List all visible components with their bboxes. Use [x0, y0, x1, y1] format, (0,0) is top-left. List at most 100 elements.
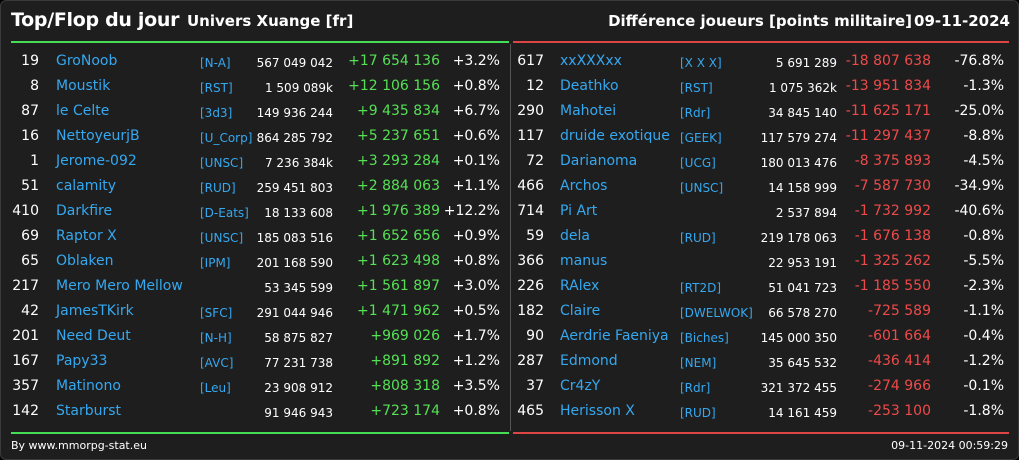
alliance-tag-link[interactable]: [RST]: [680, 81, 713, 95]
alliance-tag-link[interactable]: [Biches]: [680, 331, 729, 345]
footer-credit: By www.mmorpg-stat.eu: [11, 439, 147, 452]
player-rank: 201: [12, 328, 39, 344]
player-points: 1 509 089k: [264, 81, 333, 95]
player-rank: 72: [526, 153, 544, 169]
player-name-link[interactable]: Archos: [560, 178, 608, 194]
alliance-tag-link[interactable]: [N-A]: [200, 56, 231, 70]
table-row: 69 Raptor X [UNSC] 185 083 516 +1 652 656 +0.…: [1, 224, 510, 249]
percent-change: -5.5%: [963, 253, 1004, 269]
player-rank: 117: [517, 128, 544, 144]
player-name-link[interactable]: Darianoma: [560, 153, 638, 169]
points-difference: +12 106 156: [348, 78, 440, 94]
points-difference: +1 561 897: [357, 278, 440, 294]
alliance-tag-link[interactable]: [X X X]: [680, 56, 722, 70]
alliance-tag-link[interactable]: [D-Eats]: [200, 206, 249, 220]
table-row: 1 Jerome-092 [UNSC] 7 236 384k +3 293 284 +0.…: [1, 149, 510, 174]
alliance-tag-link[interactable]: [DWELWOK]: [680, 306, 753, 320]
player-rank: 42: [21, 303, 39, 319]
player-name-link[interactable]: Matinono: [56, 378, 121, 394]
player-name-link[interactable]: Cr4zY: [560, 378, 601, 394]
alliance-tag-link[interactable]: [SFC]: [200, 306, 233, 320]
player-points: 35 645 532: [768, 356, 837, 370]
alliance-tag-link[interactable]: [RT2D]: [680, 281, 722, 295]
percent-change: -0.1%: [963, 378, 1004, 394]
player-name-link[interactable]: Deathko: [560, 78, 619, 94]
alliance-tag-link[interactable]: [Rdr]: [680, 381, 711, 395]
player-name-link[interactable]: dela: [560, 228, 590, 244]
points-difference: +5 237 651: [357, 128, 440, 144]
alliance-tag-link[interactable]: [IPM]: [200, 256, 231, 270]
player-name-link[interactable]: Raptor X: [56, 228, 117, 244]
alliance-tag-link[interactable]: [UCG]: [680, 156, 716, 170]
player-name-link[interactable]: Edmond: [560, 353, 618, 369]
alliance-tag-link[interactable]: [Leu]: [200, 381, 231, 395]
points-difference: +723 174: [370, 403, 440, 419]
points-difference: -436 414: [868, 353, 931, 369]
player-rank: 617: [517, 53, 544, 69]
player-points: 291 044 946: [256, 306, 333, 320]
player-rank: 226: [517, 278, 544, 294]
table-row: 465 Herisson X [RUD] 14 161 459 -253 100 -1.8…: [512, 399, 1018, 424]
player-points: 22 953 191: [768, 256, 837, 270]
points-difference: -1 325 262: [854, 253, 931, 269]
player-rank: 714: [517, 203, 544, 219]
player-name-link[interactable]: Moustik: [56, 78, 111, 94]
alliance-tag-link[interactable]: [NEM]: [680, 356, 717, 370]
alliance-tag-link[interactable]: [RST]: [200, 81, 233, 95]
table-row: 59 dela [RUD] 219 178 063 -1 676 138 -0.8%: [512, 224, 1018, 249]
alliance-tag-link[interactable]: [UNSC]: [200, 231, 244, 245]
player-name-link[interactable]: xxXXXxx: [560, 53, 622, 69]
alliance-tag-link[interactable]: [N-H]: [200, 331, 232, 345]
alliance-tag-link[interactable]: [Rdr]: [680, 106, 711, 120]
player-name-link[interactable]: RAlex: [560, 278, 600, 294]
player-name-link[interactable]: Jerome-092: [56, 153, 137, 169]
player-points: 23 908 912: [264, 381, 333, 395]
player-name-link[interactable]: GroNoob: [56, 53, 118, 69]
player-name-link[interactable]: Papy33: [56, 353, 108, 369]
player-name-link[interactable]: le Celte: [56, 103, 110, 119]
player-name-link[interactable]: druide exotique: [560, 128, 670, 144]
player-rank: 287: [517, 353, 544, 369]
player-points: 180 013 476: [760, 156, 837, 170]
points-difference: -8 375 893: [854, 153, 931, 169]
player-rank: 37: [526, 378, 544, 394]
player-name-link[interactable]: NettoyeurjB: [56, 128, 140, 144]
player-name-link[interactable]: Starburst: [56, 403, 122, 419]
percent-change: +1.2%: [452, 353, 500, 369]
player-name-link[interactable]: Darkfire: [56, 203, 113, 219]
alliance-tag-link[interactable]: [UNSC]: [680, 181, 724, 195]
flop-players-table: 617 xxXXXxx [X X X] 5 691 289 -18 807 638 -76…: [512, 49, 1018, 424]
player-name-link[interactable]: Pi Art: [560, 203, 598, 219]
player-points: 864 285 792: [256, 131, 333, 145]
alliance-tag-link[interactable]: [RUD]: [200, 181, 236, 195]
player-points: 201 168 590: [256, 256, 333, 270]
player-name-link[interactable]: Herisson X: [560, 403, 635, 419]
alliance-tag-link[interactable]: [RUD]: [680, 406, 716, 420]
points-difference: -13 951 834: [845, 78, 931, 94]
player-name-link[interactable]: JamesTKirk: [56, 303, 134, 319]
player-name-link[interactable]: Aerdrie Faeniya: [560, 328, 669, 344]
player-name-link[interactable]: Mahotei: [560, 103, 617, 119]
player-name-link[interactable]: Oblaken: [56, 253, 114, 269]
percent-change: +0.8%: [452, 253, 500, 269]
footer-timestamp: 09-11-2024 00:59:29: [891, 439, 1008, 452]
player-points: 145 000 350: [760, 331, 837, 345]
points-difference: +969 026: [370, 328, 440, 344]
player-name-link[interactable]: Need Deut: [56, 328, 131, 344]
alliance-tag-link[interactable]: [GEEK]: [680, 131, 722, 145]
alliance-tag-link[interactable]: [UNSC]: [200, 156, 244, 170]
player-name-link[interactable]: manus: [560, 253, 608, 269]
table-row: 42 JamesTKirk [SFC] 291 044 946 +1 471 962 +0…: [1, 299, 510, 324]
alliance-tag-link[interactable]: [RUD]: [680, 231, 716, 245]
player-name-link[interactable]: Mero Mero Mellow: [56, 278, 183, 294]
alliance-tag-link[interactable]: [AVC]: [200, 356, 234, 370]
player-name-link[interactable]: calamity: [56, 178, 117, 194]
player-rank: 290: [517, 103, 544, 119]
alliance-tag-link[interactable]: [U_Corp]: [200, 131, 253, 145]
category-label: Différence joueurs [points militaire]: [608, 12, 912, 30]
points-difference: +1 976 389: [357, 203, 440, 219]
points-difference: +9 435 834: [357, 103, 440, 119]
alliance-tag-link[interactable]: [3d3]: [200, 106, 233, 120]
player-name-link[interactable]: Claire: [560, 303, 601, 319]
percent-change: -40.6%: [954, 203, 1004, 219]
